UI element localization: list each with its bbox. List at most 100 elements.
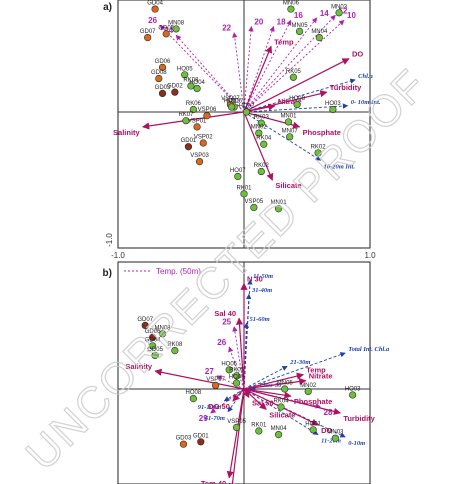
site-label-vsp06: VSP06 bbox=[198, 107, 217, 113]
site-label-mn01: MN01 bbox=[280, 113, 297, 119]
site-point-gd07 bbox=[141, 321, 149, 330]
vector-interval-0-10m-int bbox=[243, 103, 349, 113]
vector-env-tem-40 bbox=[226, 388, 245, 479]
site-label-rk06: RK06 bbox=[186, 101, 202, 107]
vector-label-total-int-chl-a: Total Int. Chl.a bbox=[348, 346, 390, 353]
site-point-ho03 bbox=[329, 105, 337, 114]
site-label-ho05: HO05 bbox=[229, 375, 245, 381]
vector-label-10-20m-int: 10-20m Int. bbox=[324, 163, 356, 170]
site-point-mn07 bbox=[286, 133, 294, 141]
site-point-ho01 bbox=[309, 426, 317, 434]
site-point-vsp06 bbox=[203, 112, 211, 120]
site-label-rk05: RK05 bbox=[286, 69, 302, 75]
vector-label-salinity: Salinity bbox=[113, 128, 141, 137]
site-point-gd04 bbox=[149, 342, 157, 350]
x-tick-label: 1.0 bbox=[364, 251, 376, 260]
site-label-ho08: HO08 bbox=[186, 390, 202, 396]
vector-interval-chl-a bbox=[243, 78, 356, 113]
vector-label-silicate: Silicate bbox=[269, 410, 295, 419]
vector-label-12: 12 bbox=[338, 6, 347, 15]
site-label-mn05: MN05 bbox=[292, 23, 309, 29]
site-point-gd01 bbox=[184, 143, 193, 151]
site-label-gd06: GD06 bbox=[145, 329, 161, 335]
site-label-rk02: RK02 bbox=[254, 163, 270, 169]
vector-species-26 bbox=[228, 346, 245, 390]
vector-label-16: 16 bbox=[294, 11, 303, 20]
site-point-mn06 bbox=[287, 5, 295, 13]
vector-label-91-100m: 91-100m bbox=[198, 404, 221, 411]
site-point-mn02 bbox=[255, 129, 263, 137]
vector-label-0-10m: 0-10m bbox=[348, 440, 365, 447]
vector-env-do bbox=[243, 58, 350, 113]
site-point-mn01 bbox=[284, 118, 293, 126]
site-label-ho03: HO03 bbox=[345, 387, 361, 393]
site-label-mn04: MN04 bbox=[271, 426, 288, 432]
site-point-rk08 bbox=[187, 82, 195, 90]
vector-env-sal-40 bbox=[235, 317, 245, 390]
vector-label-24: 24 bbox=[164, 26, 173, 35]
legend-label: Temp. (50m) bbox=[156, 267, 201, 276]
vector-interval-31-40m bbox=[243, 293, 252, 390]
vector-species-20 bbox=[243, 25, 254, 113]
site-point-gd03 bbox=[158, 89, 167, 97]
site-point-mn02 bbox=[304, 387, 312, 396]
vector-env-silicate bbox=[243, 111, 274, 181]
site-point-gd05 bbox=[162, 30, 170, 38]
site-label-vsp07: VSP07 bbox=[206, 377, 225, 383]
site-point-rk04 bbox=[260, 140, 268, 148]
vector-label-silicate: Silicate bbox=[275, 181, 301, 190]
site-point-mn04 bbox=[315, 33, 323, 42]
site-point-vsp05 bbox=[250, 203, 258, 212]
vector-env-turbidity bbox=[243, 388, 342, 415]
vector-species-16 bbox=[243, 19, 292, 113]
site-label-gd01: GD01 bbox=[193, 433, 209, 439]
vector-env-temp bbox=[243, 45, 273, 113]
vector-species-26 bbox=[159, 24, 245, 113]
x-tick-label: -1.0 bbox=[111, 251, 125, 260]
site-label-gd08: GD08 bbox=[151, 70, 167, 76]
vector-label-temp: Temp bbox=[274, 37, 294, 46]
panel-b: b) Temp. (50m) 26 25 27 28 29 11-50m 31-40m 51-60… bbox=[103, 261, 390, 484]
site-label-gd05: GD05 bbox=[158, 25, 174, 31]
vector-label-nitrate: Nitrate bbox=[309, 372, 333, 381]
site-label-gd01: GD01 bbox=[181, 138, 197, 144]
site-point-gd06 bbox=[158, 63, 167, 71]
vector-label-phosphate: Phosphate bbox=[303, 128, 341, 137]
vector-label-temp: Temp bbox=[306, 366, 326, 375]
site-point-gd06 bbox=[149, 333, 157, 342]
vector-env-nitrate bbox=[243, 377, 307, 390]
site-label-rk02: RK02 bbox=[311, 144, 327, 150]
site-point-vsp01 bbox=[193, 123, 201, 131]
panel-label: a) bbox=[103, 2, 112, 13]
site-point-rk02 bbox=[314, 149, 322, 157]
vector-label-phosphate: Phosphate bbox=[294, 397, 332, 406]
vector-label-27: 27 bbox=[205, 367, 214, 376]
site-label-ho06: HO06 bbox=[226, 99, 242, 105]
site-point-ho08 bbox=[189, 395, 197, 403]
site-label-rk04: RK04 bbox=[274, 399, 290, 405]
vector-env-salinity bbox=[154, 368, 245, 390]
vector-label-28: 28 bbox=[324, 408, 333, 417]
site-label-mn07: MN07 bbox=[282, 128, 299, 134]
vector-species-27 bbox=[216, 375, 245, 390]
site-label-mn02: MN02 bbox=[251, 125, 268, 131]
vector-label-do-50: DO 50 bbox=[208, 402, 230, 411]
site-label-ho03: HO03 bbox=[325, 101, 341, 107]
vector-label-do: DO bbox=[352, 50, 363, 59]
site-label-gd07: GD07 bbox=[140, 29, 156, 35]
site-label-mn01: MN01 bbox=[271, 200, 288, 206]
vector-label-0-10m-int: 0- 10m Int. bbox=[351, 99, 381, 106]
site-label-gd06: GD06 bbox=[155, 59, 171, 65]
site-point-mn01 bbox=[274, 205, 283, 213]
vector-env-temp bbox=[243, 372, 304, 390]
site-point-rk04 bbox=[277, 403, 285, 411]
site-label-ho06: HO06 bbox=[221, 361, 237, 367]
site-label-ho04: HO04 bbox=[189, 80, 205, 86]
site-point-ho03 bbox=[349, 391, 357, 399]
vector-species-18 bbox=[243, 25, 275, 113]
site-point-gd07 bbox=[144, 33, 152, 42]
site-label-vsp07: VSP07 bbox=[221, 96, 240, 102]
site-point-ho08 bbox=[293, 100, 301, 109]
